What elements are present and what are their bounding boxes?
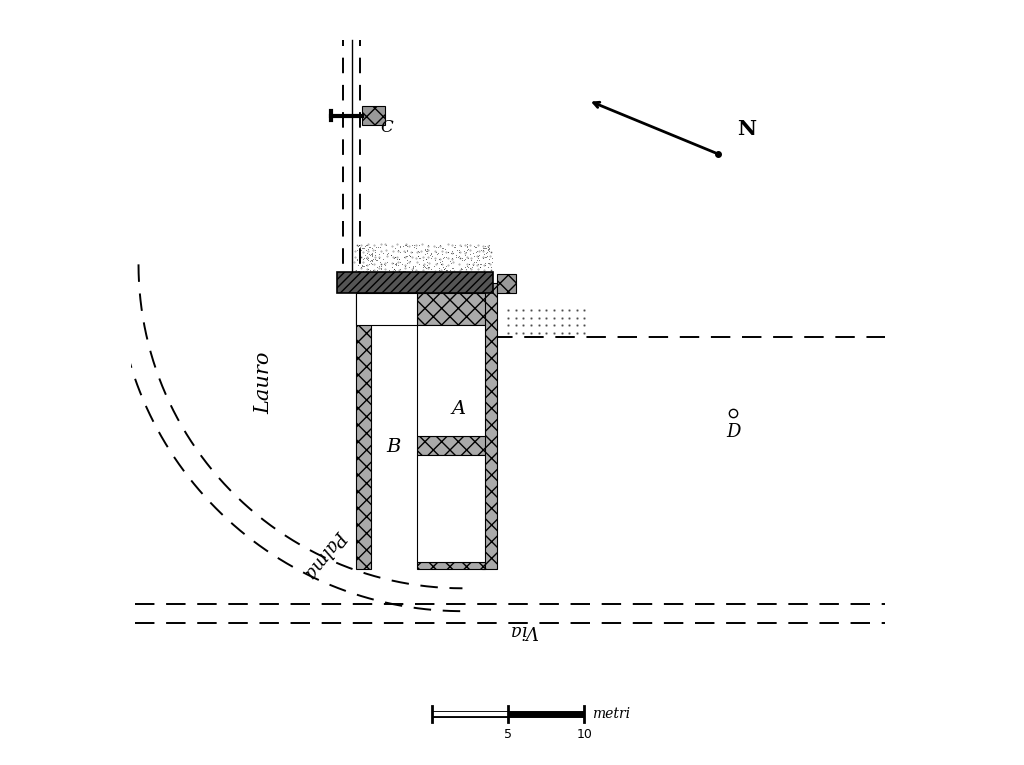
Text: A: A (452, 400, 466, 418)
Text: C: C (380, 119, 392, 135)
Text: 10: 10 (577, 728, 592, 741)
Bar (337, 272, 493, 292)
Text: N: N (737, 119, 756, 138)
Bar (417, 455, 485, 562)
Bar (417, 292, 485, 325)
Bar (355, 283, 371, 569)
Bar (417, 562, 485, 569)
Text: metri: metri (592, 707, 630, 721)
Text: Via: Via (509, 621, 538, 640)
Bar (355, 292, 417, 325)
Text: B: B (387, 438, 401, 456)
Text: Palma: Palma (301, 526, 349, 581)
Bar (361, 106, 385, 125)
Bar (417, 325, 485, 436)
Bar (417, 436, 485, 455)
Text: Lauro: Lauro (255, 351, 273, 414)
Text: D: D (726, 423, 740, 441)
Text: 5: 5 (504, 728, 512, 741)
Bar (481, 283, 497, 569)
Bar (497, 274, 516, 292)
